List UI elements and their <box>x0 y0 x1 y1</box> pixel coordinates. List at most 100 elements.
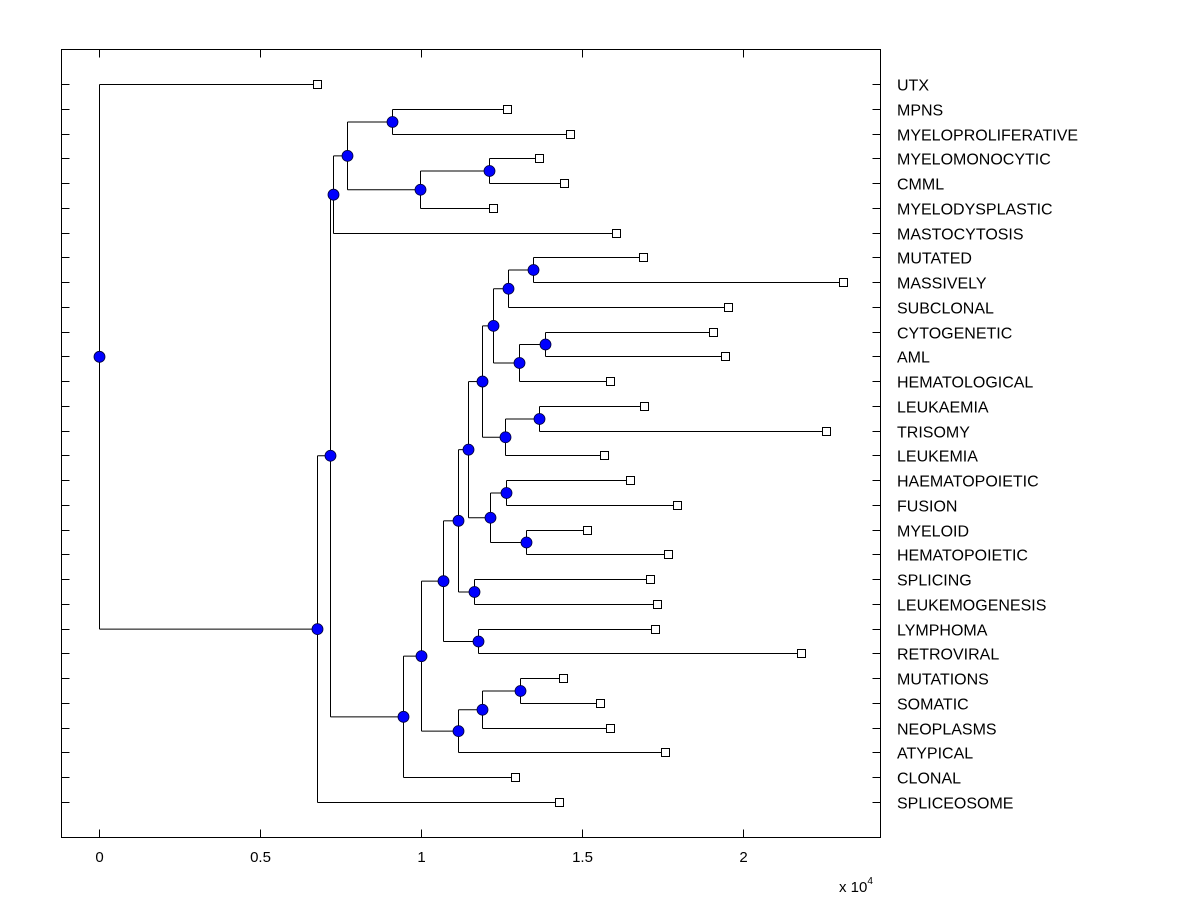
leaf-label: AML <box>897 350 930 367</box>
leaf-label: SUBCLONAL <box>897 301 994 318</box>
leaf-marker <box>612 229 621 238</box>
node-marker <box>452 725 465 738</box>
leaf-marker <box>673 501 682 510</box>
leaf-label: MPNS <box>897 103 943 120</box>
leaf-label: LEUKEMOGENESIS <box>897 598 1046 615</box>
leaf-marker <box>535 154 544 163</box>
node-marker <box>452 514 465 527</box>
leaf-label: UTX <box>897 78 929 95</box>
leaf-label: NEOPLASMS <box>897 722 997 739</box>
axes-frame <box>61 49 881 838</box>
node-marker <box>386 116 399 128</box>
node-marker <box>397 710 410 723</box>
leaf-marker <box>664 550 673 559</box>
leaf-label: MUTATIONS <box>897 672 989 689</box>
node-marker <box>527 264 540 276</box>
leaf-labels: UTX MPNS MYELOPROLIFERATIVE MYELOMONOCYTIC C… <box>897 78 1078 813</box>
leaf-marker <box>639 253 648 262</box>
leaf-label: MYELOID <box>897 524 969 541</box>
node-marker <box>341 149 354 162</box>
leaf-label: HEMATOLOGICAL <box>897 375 1033 392</box>
leaf-label: TRISOMY <box>897 425 970 442</box>
leaf-label: RETROVIRAL <box>897 647 999 664</box>
leaf-marker <box>511 773 520 782</box>
x-tick-label: 0 <box>95 849 103 866</box>
node-marker <box>414 183 427 196</box>
leaf-marker <box>503 105 512 114</box>
leaf-label: LEUKEMIA <box>897 449 978 466</box>
leaf-label: FUSION <box>897 499 957 516</box>
leaf-marker <box>646 575 655 584</box>
node-marker <box>514 685 527 697</box>
leaf-label: CLONAL <box>897 771 961 788</box>
leaf-marker <box>724 303 733 312</box>
branches <box>99 84 844 803</box>
leaf-marker <box>709 328 718 337</box>
leaf-marker <box>596 699 605 708</box>
leaf-label: MYELODYSPLASTIC <box>897 202 1053 219</box>
node-marker <box>539 338 552 351</box>
node-marker <box>324 449 337 462</box>
leaf-label: MYELOMONOCYTIC <box>897 152 1051 169</box>
leaf-label: CMML <box>897 177 944 194</box>
leaf-label: MASSIVELY <box>897 276 987 293</box>
node-marker <box>483 165 496 177</box>
leaf-marker <box>559 674 568 683</box>
node-marker <box>520 536 533 549</box>
node-marker <box>462 443 475 456</box>
leaf-marker <box>566 130 575 139</box>
x-multiplier-label: x 104 <box>839 876 873 896</box>
leaf-label: MUTATED <box>897 251 972 268</box>
node-marker <box>468 586 481 598</box>
leaf-marker <box>313 80 322 89</box>
leaf-marker <box>651 625 660 634</box>
leaf-label: SPLICING <box>897 573 972 590</box>
node-marker <box>487 319 500 332</box>
leaf-marker <box>721 352 730 361</box>
leaf-label: LYMPHOMA <box>897 623 988 640</box>
x-axis-ticks: 0 0.5 1 1.5 2 <box>95 49 748 866</box>
leaf-label: MASTOCYTOSIS <box>897 227 1024 244</box>
node-marker <box>499 431 512 444</box>
y-axis-ticks <box>61 84 881 803</box>
node-marker <box>533 413 546 425</box>
x-multiplier-base: x 10 <box>839 879 867 896</box>
node-marker <box>415 650 428 663</box>
leaf-marker <box>600 451 609 460</box>
leaf-marker <box>489 204 498 213</box>
leaf-label: LEUKAEMIA <box>897 400 989 417</box>
leaf-markers <box>313 80 848 807</box>
node-marker <box>93 350 106 363</box>
leaf-label: HAEMATOPOIETIC <box>897 474 1039 491</box>
leaf-label: ATYPICAL <box>897 746 973 763</box>
internal-nodes <box>93 116 552 738</box>
node-marker <box>513 357 526 369</box>
leaf-marker <box>583 526 592 535</box>
x-multiplier-exponent: 4 <box>867 876 873 887</box>
node-marker <box>472 635 485 648</box>
leaf-marker <box>797 649 806 658</box>
leaf-label: MYELOPROLIFERATIVE <box>897 128 1078 145</box>
node-marker <box>500 487 513 499</box>
node-marker <box>502 282 515 295</box>
leaf-label: SOMATIC <box>897 697 969 714</box>
x-tick-label: 1 <box>417 849 425 866</box>
x-tick-label: 1.5 <box>572 849 593 866</box>
leaf-marker <box>653 600 662 609</box>
node-marker <box>327 188 340 201</box>
x-tick-label: 2 <box>739 849 747 866</box>
leaf-marker <box>839 278 848 287</box>
node-marker <box>437 575 450 588</box>
leaf-label: SPLICEOSOME <box>897 796 1013 813</box>
leaf-marker <box>606 724 615 733</box>
leaf-marker <box>626 476 635 485</box>
leaf-marker <box>555 798 564 807</box>
leaf-marker <box>560 179 569 188</box>
leaf-marker <box>606 377 615 386</box>
x-tick-label: 0.5 <box>250 849 271 866</box>
leaf-marker <box>640 402 649 411</box>
node-marker <box>476 375 489 388</box>
leaf-label: CYTOGENETIC <box>897 326 1012 343</box>
node-marker <box>476 703 489 716</box>
leaf-marker <box>822 427 831 436</box>
